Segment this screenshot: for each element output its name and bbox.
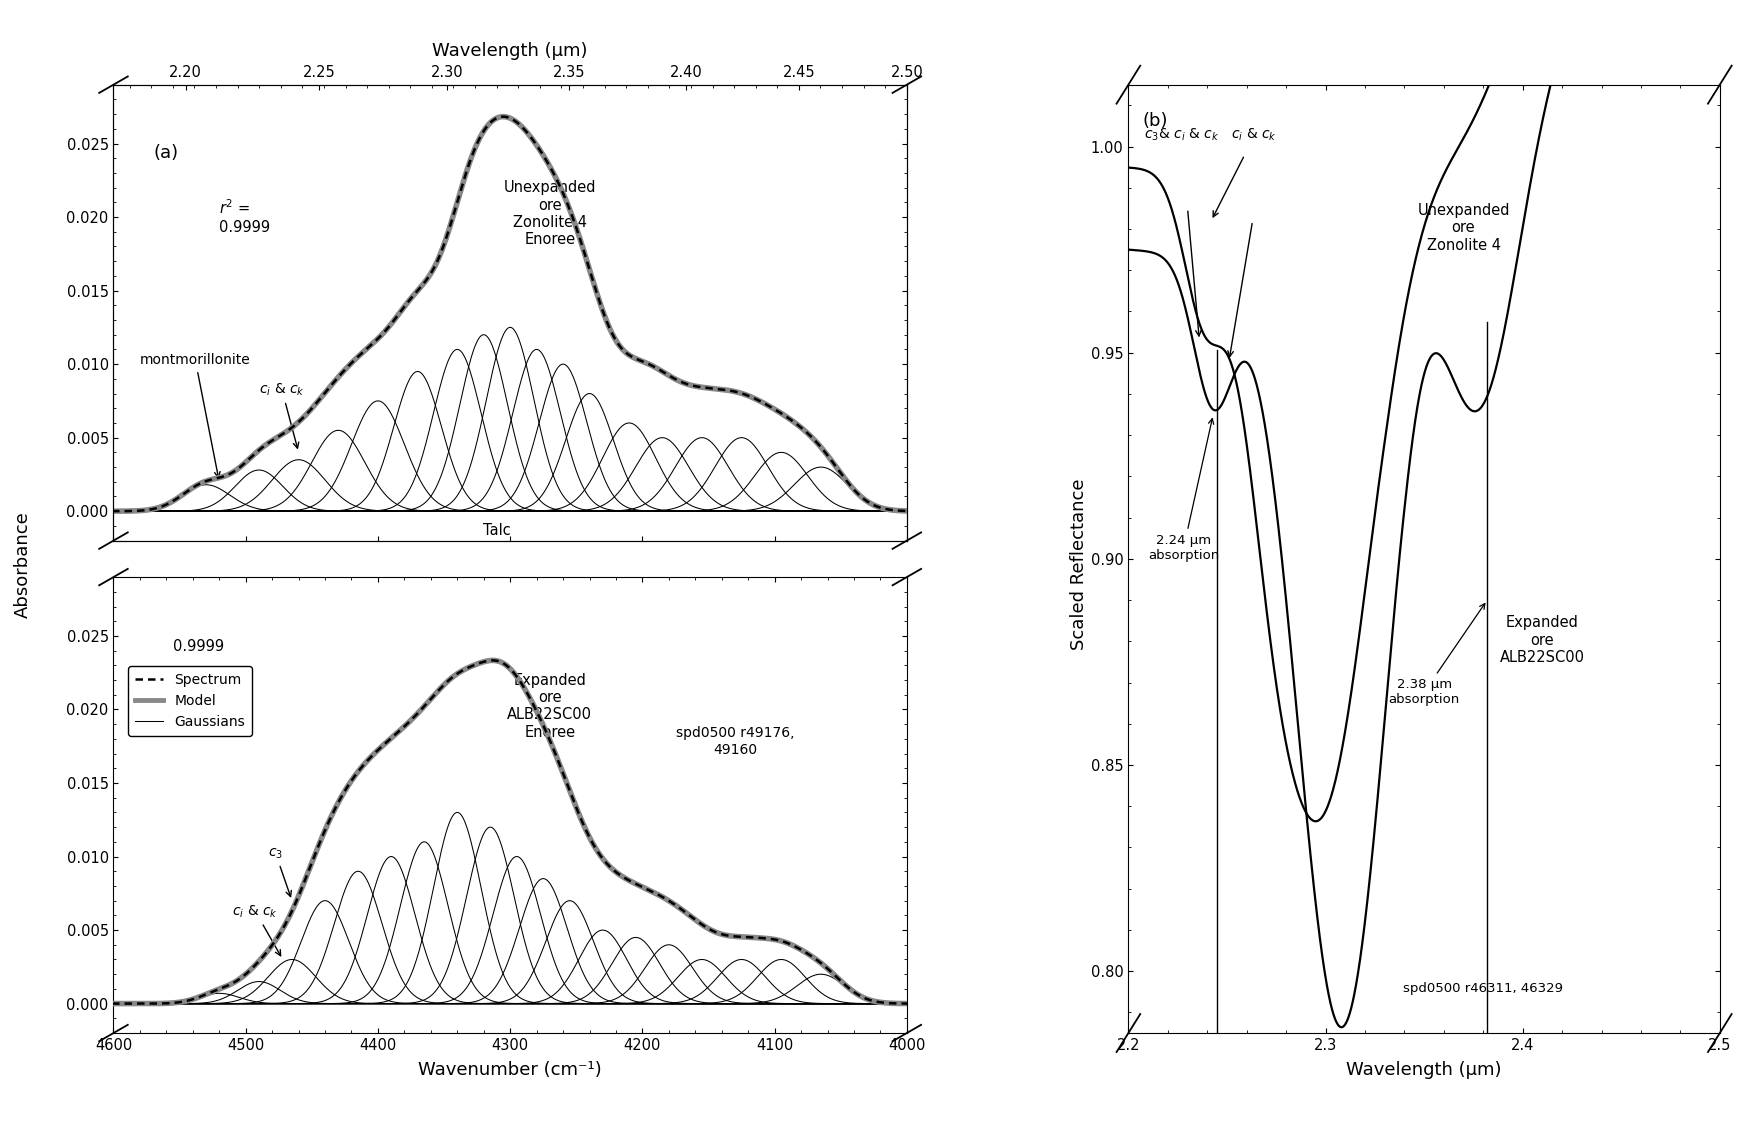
Text: (b): (b): [1142, 112, 1168, 130]
Text: Scaled Reflectance: Scaled Reflectance: [1070, 479, 1088, 650]
Text: $c_i$ & $c_k$: $c_i$ & $c_k$: [232, 903, 281, 956]
Text: spd0500 r49176,
49160: spd0500 r49176, 49160: [676, 726, 794, 756]
X-axis label: Wavelength (μm): Wavelength (μm): [433, 43, 588, 61]
Text: Talc: Talc: [484, 523, 512, 537]
X-axis label: Wavelength (μm): Wavelength (μm): [1346, 1061, 1502, 1079]
Text: $c_3$: $c_3$: [269, 847, 292, 896]
Text: 2.24 μm
absorption: 2.24 μm absorption: [1147, 419, 1219, 562]
X-axis label: Wavenumber (cm⁻¹): Wavenumber (cm⁻¹): [419, 1061, 602, 1079]
Text: $c_i$ & $c_k$: $c_i$ & $c_k$: [1231, 126, 1276, 142]
Text: $c_3$& $c_i$ & $c_k$: $c_3$& $c_i$ & $c_k$: [1144, 126, 1219, 142]
Text: Expanded
ore
ALB22SC00
Enoree: Expanded ore ALB22SC00 Enoree: [508, 673, 592, 739]
Text: Unexpanded
ore
Zonolite 4
Enoree: Unexpanded ore Zonolite 4 Enoree: [503, 181, 595, 247]
Text: (a): (a): [154, 145, 178, 163]
Text: Expanded
ore
ALB22SC00: Expanded ore ALB22SC00: [1500, 615, 1585, 665]
Text: spd0500 r46311, 46329: spd0500 r46311, 46329: [1404, 982, 1563, 995]
Text: 2.38 μm
absorption: 2.38 μm absorption: [1388, 604, 1484, 706]
Legend: Spectrum, Model, Gaussians: Spectrum, Model, Gaussians: [129, 666, 251, 736]
Text: Unexpanded
ore
Zonolite 4: Unexpanded ore Zonolite 4: [1418, 203, 1510, 253]
Text: $r^2$ =
0.9999: $r^2$ = 0.9999: [220, 199, 271, 235]
Text: montmorillonite: montmorillonite: [140, 353, 251, 478]
Text: $c_i$ & $c_k$: $c_i$ & $c_k$: [258, 382, 306, 448]
Text: 0.9999: 0.9999: [173, 639, 223, 654]
Text: Absorbance: Absorbance: [14, 511, 31, 618]
